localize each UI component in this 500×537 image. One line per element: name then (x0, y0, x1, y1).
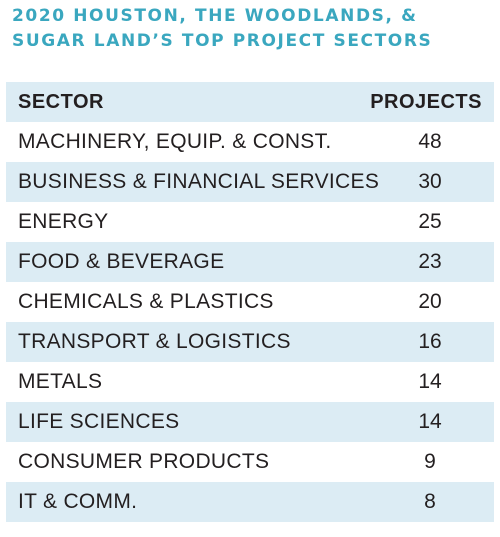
table-row: TRANSPORT & LOGISTICS 16 (6, 322, 494, 362)
table-body: MACHINERY, EQUIP. & CONST. 48 BUSINESS & F… (6, 122, 494, 522)
sector-cell: METALS (18, 370, 103, 393)
sector-cell: CONSUMER PRODUCTS (18, 450, 270, 473)
sector-cell: CHEMICALS & PLASTICS (18, 290, 274, 313)
table-row: MACHINERY, EQUIP. & CONST. 48 (6, 122, 494, 162)
projects-cell: 20 (418, 290, 442, 313)
table-row: METALS 14 (6, 362, 494, 402)
table-row: CHEMICALS & PLASTICS 20 (6, 282, 494, 322)
sector-cell: MACHINERY, EQUIP. & CONST. (18, 130, 332, 153)
projects-cell: 8 (424, 490, 436, 513)
sectors-table: SECTOR PROJECTS MACHINERY, EQUIP. & CONS… (6, 82, 494, 522)
projects-cell: 9 (424, 450, 436, 473)
chart-title: 2020 HOUSTON, THE WOODLANDS, & SUGAR LAND… (12, 4, 492, 54)
sector-cell: BUSINESS & FINANCIAL SERVICES (18, 170, 380, 193)
table-row: CONSUMER PRODUCTS 9 (6, 442, 494, 482)
projects-cell: 23 (418, 250, 442, 273)
projects-cell: 25 (418, 210, 442, 233)
table-row: IT & COMM. 8 (6, 482, 494, 522)
projects-cell: 14 (418, 370, 442, 393)
table-row: FOOD & BEVERAGE 23 (6, 242, 494, 282)
projects-cell: 30 (418, 170, 442, 193)
sector-cell: IT & COMM. (18, 490, 138, 513)
chart-title-line-1: 2020 HOUSTON, THE WOODLANDS, & (12, 6, 418, 26)
sector-cell: FOOD & BEVERAGE (18, 250, 225, 273)
projects-cell: 48 (418, 130, 442, 153)
table-row: ENERGY 25 (6, 202, 494, 242)
projects-cell: 14 (418, 410, 442, 433)
chart-title-line-2: SUGAR LAND’S TOP PROJECT SECTORS (12, 31, 433, 51)
sector-cell: LIFE SCIENCES (18, 410, 180, 433)
sector-cell: ENERGY (18, 210, 109, 233)
table-row: LIFE SCIENCES 14 (6, 402, 494, 442)
sector-cell: TRANSPORT & LOGISTICS (18, 330, 291, 353)
projects-cell: 16 (418, 330, 442, 353)
table-row: BUSINESS & FINANCIAL SERVICES 30 (6, 162, 494, 202)
table-header-row: SECTOR PROJECTS (6, 82, 494, 122)
column-header-projects: PROJECTS (370, 91, 482, 113)
column-header-sector: SECTOR (18, 91, 104, 113)
